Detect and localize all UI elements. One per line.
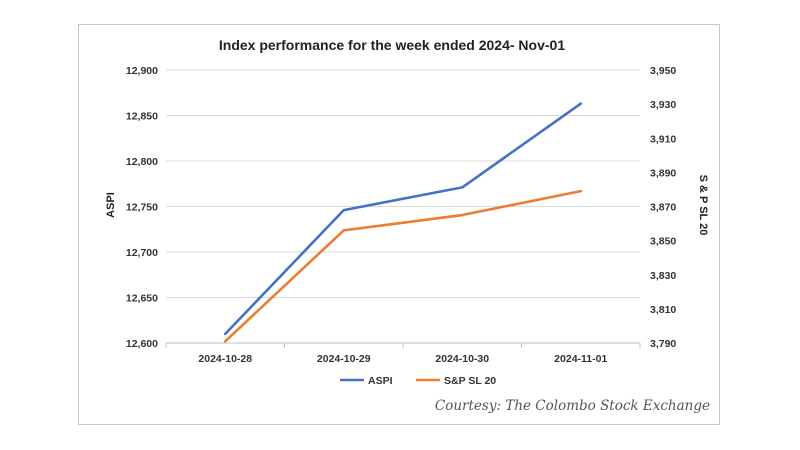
gridlines (166, 69, 640, 344)
left-axis-label: ASPI (105, 192, 117, 218)
right-tick-label: 3,870 (650, 202, 676, 214)
right-tick-label: 3,930 (650, 99, 676, 111)
series-line-1 (223, 189, 583, 343)
x-tick-label: 2024-10-29 (317, 353, 371, 365)
right-tick-label: 3,890 (650, 167, 676, 179)
legend-label: ASPI (368, 375, 393, 387)
x-tick-label: 2024-10-30 (435, 353, 489, 365)
left-tick-label: 12,600 (126, 338, 158, 350)
x-tick-label: 2024-10-28 (198, 353, 252, 365)
right-tick-label: 3,950 (650, 65, 676, 77)
series-lines (223, 102, 583, 343)
data-point (342, 229, 345, 232)
left-tick-label: 12,750 (126, 202, 158, 214)
data-point (579, 189, 582, 193)
right-tick-label: 3,910 (650, 133, 676, 145)
right-axis-label: S & P SL 20 (697, 175, 709, 236)
chart-title: Index performance for the week ended 202… (219, 37, 565, 53)
right-tick-label: 3,810 (650, 304, 676, 316)
right-axis-ticks: 3,790 3,810 3,830 3,850 3,870 3,890 3,910 3,930… (650, 65, 676, 350)
credit-text: Courtesy: The Colombo Stock Exchange (435, 398, 710, 414)
right-tick-label: 3,790 (650, 338, 676, 350)
left-tick-label: 12,650 (126, 293, 158, 305)
legend: ASPI S&P SL 20 (340, 375, 496, 387)
data-point (342, 208, 345, 212)
right-tick-label: 3,830 (650, 270, 676, 282)
data-point (224, 332, 227, 336)
x-axis-ticks: 2024-10-28 2024-10-29 2024-10-30 2024-11-01 (165, 343, 641, 365)
legend-label: S&P SL 20 (444, 375, 496, 387)
left-axis-ticks: 12,600 12,650 12,700 12,750 12,800 12,850 12,9… (126, 65, 158, 350)
right-tick-label: 3,850 (650, 236, 676, 248)
left-tick-label: 12,700 (126, 247, 158, 259)
data-point (224, 340, 227, 343)
data-point (461, 213, 464, 217)
x-tick-label: 2024-11-01 (554, 353, 607, 365)
left-tick-label: 12,900 (126, 65, 158, 77)
left-tick-label: 12,800 (126, 156, 158, 168)
data-point (579, 102, 582, 105)
series-line-0 (223, 102, 583, 336)
data-point (461, 186, 464, 189)
left-tick-label: 12,850 (126, 111, 158, 123)
